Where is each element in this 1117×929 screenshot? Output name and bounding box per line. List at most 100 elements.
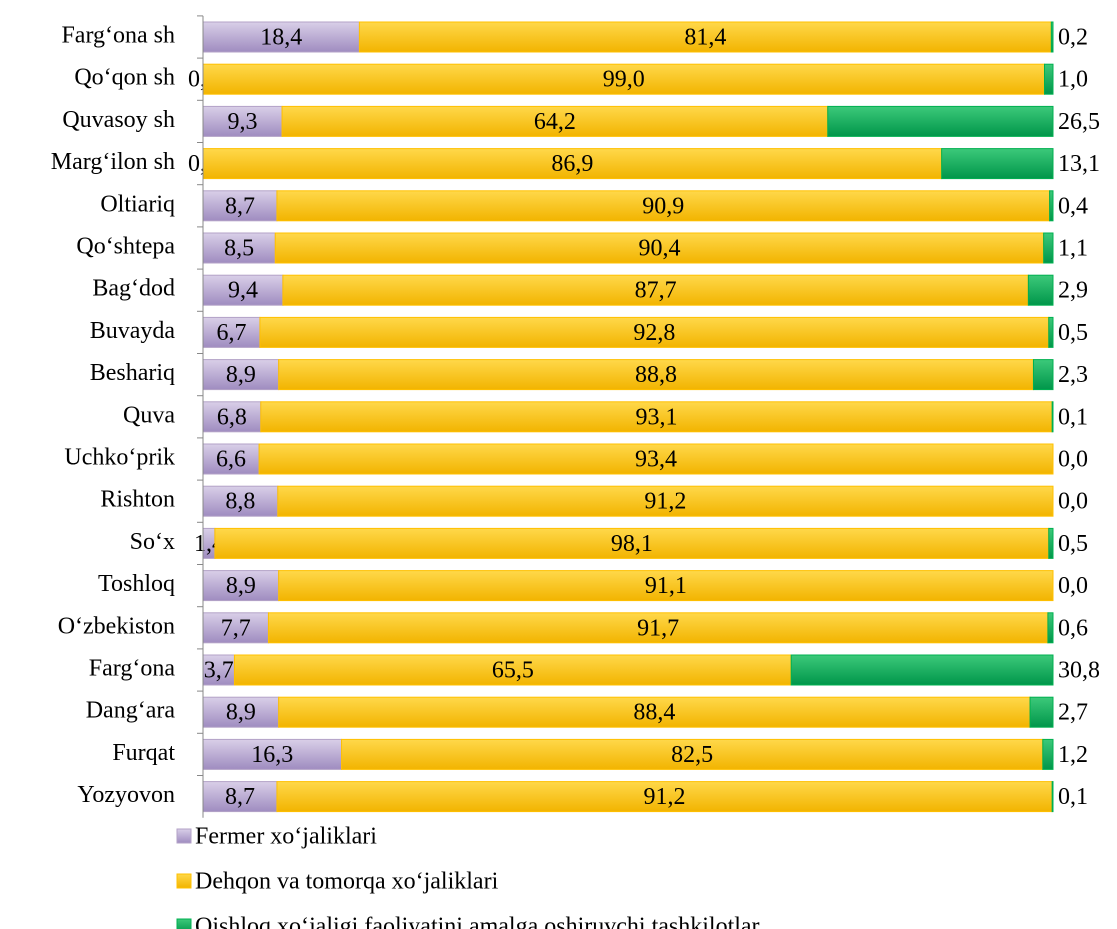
bar-segment bbox=[1043, 232, 1054, 264]
data-label: 0,1 bbox=[1058, 404, 1088, 430]
bar-segment bbox=[202, 232, 276, 264]
data-label: 8,9 bbox=[226, 362, 256, 388]
y-tick-label: Bag‘dod bbox=[92, 276, 175, 302]
bar-segment bbox=[202, 570, 280, 602]
data-label: 64,2 bbox=[534, 109, 576, 135]
data-label: 88,4 bbox=[633, 700, 675, 726]
bar-segment bbox=[1044, 63, 1054, 95]
data-label: 16,3 bbox=[251, 742, 293, 768]
data-label: 8,9 bbox=[226, 573, 256, 599]
bar-segment bbox=[358, 21, 1052, 53]
bar-segment bbox=[260, 401, 1053, 433]
data-label: 26,5 bbox=[1058, 109, 1100, 135]
y-tick-label: Farg‘ona sh bbox=[61, 23, 175, 49]
bar-segment bbox=[1051, 781, 1054, 813]
y-tick-label: O‘zbekiston bbox=[58, 613, 175, 639]
data-label: 0,0 bbox=[1058, 447, 1088, 473]
data-label: 93,4 bbox=[635, 447, 677, 473]
data-label: 30,8 bbox=[1058, 658, 1100, 684]
bar-segment bbox=[267, 612, 1049, 644]
data-label: 2,3 bbox=[1058, 362, 1088, 388]
data-label: 8,5 bbox=[224, 236, 254, 262]
legend-label: Dehqon va tomorqa xo‘jaliklari bbox=[195, 869, 499, 895]
data-label: 86,9 bbox=[551, 151, 593, 177]
data-label: 99,0 bbox=[603, 67, 645, 93]
bar-segment bbox=[202, 781, 278, 813]
data-label: 9,3 bbox=[228, 109, 258, 135]
data-label: 2,9 bbox=[1058, 278, 1088, 304]
y-tick-label: Toshloq bbox=[98, 571, 175, 597]
bar-segment bbox=[1051, 401, 1054, 433]
bar-segment bbox=[1042, 738, 1054, 770]
bar-segment bbox=[202, 316, 261, 348]
bar-segment bbox=[278, 570, 1054, 602]
bar-segment bbox=[281, 105, 829, 137]
data-label: 0,0 bbox=[1058, 573, 1088, 599]
data-label: 90,9 bbox=[642, 193, 684, 219]
legend-swatch bbox=[176, 828, 192, 844]
bar-segment bbox=[1027, 274, 1054, 306]
data-label: 98,1 bbox=[611, 531, 653, 557]
y-tick-label: Rishton bbox=[100, 487, 175, 513]
data-label: 82,5 bbox=[671, 742, 713, 768]
data-label: 8,7 bbox=[225, 193, 255, 219]
data-label: 0,2 bbox=[1058, 25, 1088, 51]
bar-segment bbox=[790, 654, 1054, 686]
data-label: 0,5 bbox=[1058, 320, 1088, 346]
y-tick-label: Marg‘ilon sh bbox=[51, 149, 175, 175]
bar-segment bbox=[1047, 612, 1054, 644]
data-label: 0,0 bbox=[1058, 489, 1088, 515]
y-tick-label: Beshariq bbox=[90, 360, 175, 386]
bar-segment bbox=[202, 738, 343, 770]
y-tick-label: Qo‘shtepa bbox=[76, 234, 175, 260]
bar-segment bbox=[1032, 359, 1054, 391]
bar-segment bbox=[276, 781, 1053, 813]
bar-segment bbox=[1048, 527, 1054, 559]
data-label: 8,8 bbox=[225, 489, 255, 515]
data-label: 3,7 bbox=[204, 658, 234, 684]
data-label: 0,5 bbox=[1058, 531, 1088, 557]
y-tick-label: Buvayda bbox=[90, 318, 176, 344]
y-tick-label: Furqat bbox=[112, 740, 175, 766]
bar-segment bbox=[278, 696, 1031, 728]
data-label: 6,7 bbox=[216, 320, 246, 346]
data-label: 91,2 bbox=[644, 784, 686, 810]
bar-segment bbox=[827, 105, 1054, 137]
data-label: 93,1 bbox=[635, 404, 677, 430]
data-label: 87,7 bbox=[635, 278, 677, 304]
bar-segment bbox=[202, 190, 278, 222]
legend-label: Fermer xo‘jaliklari bbox=[195, 824, 377, 850]
data-label: 2,7 bbox=[1058, 700, 1088, 726]
bar-segment bbox=[1049, 190, 1054, 222]
data-label: 9,4 bbox=[228, 278, 258, 304]
data-label: 1,2 bbox=[1058, 742, 1088, 768]
bar-segment bbox=[233, 654, 792, 686]
y-tick-label: Dang‘ara bbox=[86, 698, 176, 724]
bar-segment bbox=[202, 105, 283, 137]
data-label: 91,1 bbox=[645, 573, 687, 599]
legend-label: Qishloq xo‘jaligi faoliyatini amalga osh… bbox=[195, 914, 760, 929]
y-tick-label: Oltiariq bbox=[100, 191, 175, 217]
y-tick-label: So‘x bbox=[130, 529, 175, 555]
y-tick-label: Quva bbox=[123, 402, 175, 428]
bar-segment bbox=[258, 443, 1054, 475]
bar-segment bbox=[202, 485, 279, 517]
data-label: 18,4 bbox=[260, 25, 302, 51]
data-label: 0,4 bbox=[1058, 193, 1088, 219]
bar-segment bbox=[277, 485, 1054, 517]
bar-segment bbox=[274, 232, 1045, 264]
data-label: 7,7 bbox=[221, 615, 251, 641]
bar-segment bbox=[1029, 696, 1054, 728]
data-label: 91,7 bbox=[637, 615, 679, 641]
data-label: 91,2 bbox=[644, 489, 686, 515]
y-tick-label: Qo‘qon sh bbox=[74, 65, 175, 91]
y-tick-label: Quvasoy sh bbox=[62, 107, 175, 133]
data-label: 6,6 bbox=[216, 447, 246, 473]
bar-segment bbox=[1048, 316, 1054, 348]
y-tick-label: Yozyovon bbox=[77, 782, 175, 808]
bar-segment bbox=[259, 316, 1050, 348]
data-label: 65,5 bbox=[492, 658, 534, 684]
data-label: 8,7 bbox=[225, 784, 255, 810]
data-label: 1,0 bbox=[1058, 67, 1088, 93]
